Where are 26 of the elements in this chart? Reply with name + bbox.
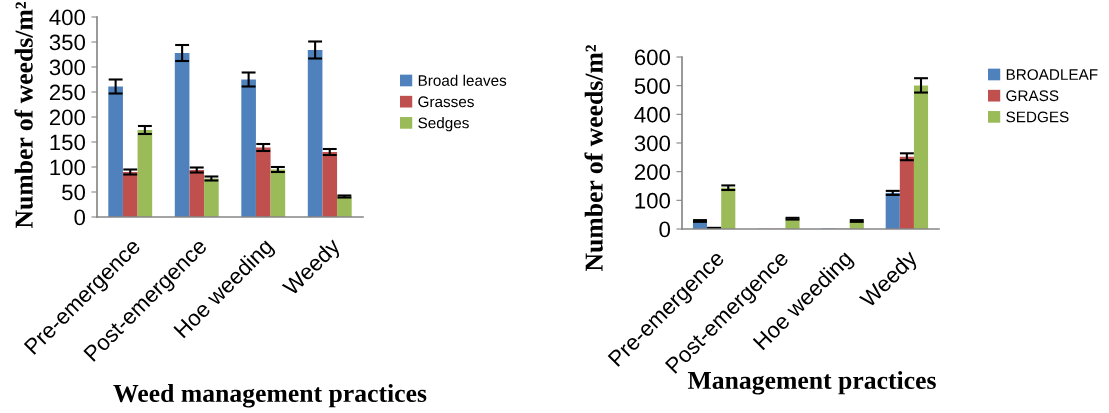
y-tick-label: 100 (635, 192, 671, 209)
y-tick-label: 600 (634, 49, 671, 66)
x-axis-title: Weed management practices (113, 384, 427, 408)
y-tick-label: 50 (62, 184, 86, 201)
legend-label: SEDGES (1006, 111, 1069, 123)
y-axis-title: Number of weeds/m² (584, 45, 603, 272)
y-tick-label: 500 (634, 78, 671, 94)
y-tick-label: 250 (49, 84, 86, 101)
legend-label: Grasses (418, 96, 474, 108)
y-tick-label: 150 (50, 134, 86, 151)
legend-label: Sedges (418, 117, 469, 132)
legend-label: Broad leaves (418, 74, 507, 86)
y-tick-label: 350 (49, 34, 86, 51)
y-tick-label: 300 (634, 135, 671, 152)
y-tick-label: 100 (50, 159, 86, 176)
y-tick-label: 400 (634, 106, 671, 123)
y-tick-label: 0 (659, 221, 671, 238)
y-tick-label: 200 (49, 109, 86, 126)
x-axis-title: Management practices (687, 371, 936, 395)
y-tick-label: 0 (74, 209, 86, 226)
y-tick-label: 400 (49, 9, 86, 26)
y-axis-title: Number of weeds/m² (14, 2, 33, 229)
legend-label: GRASS (1006, 90, 1059, 102)
y-tick-label: 300 (49, 59, 86, 76)
y-tick-label: 200 (634, 164, 671, 180)
legend-label: BROADLEAF (1006, 69, 1098, 80)
